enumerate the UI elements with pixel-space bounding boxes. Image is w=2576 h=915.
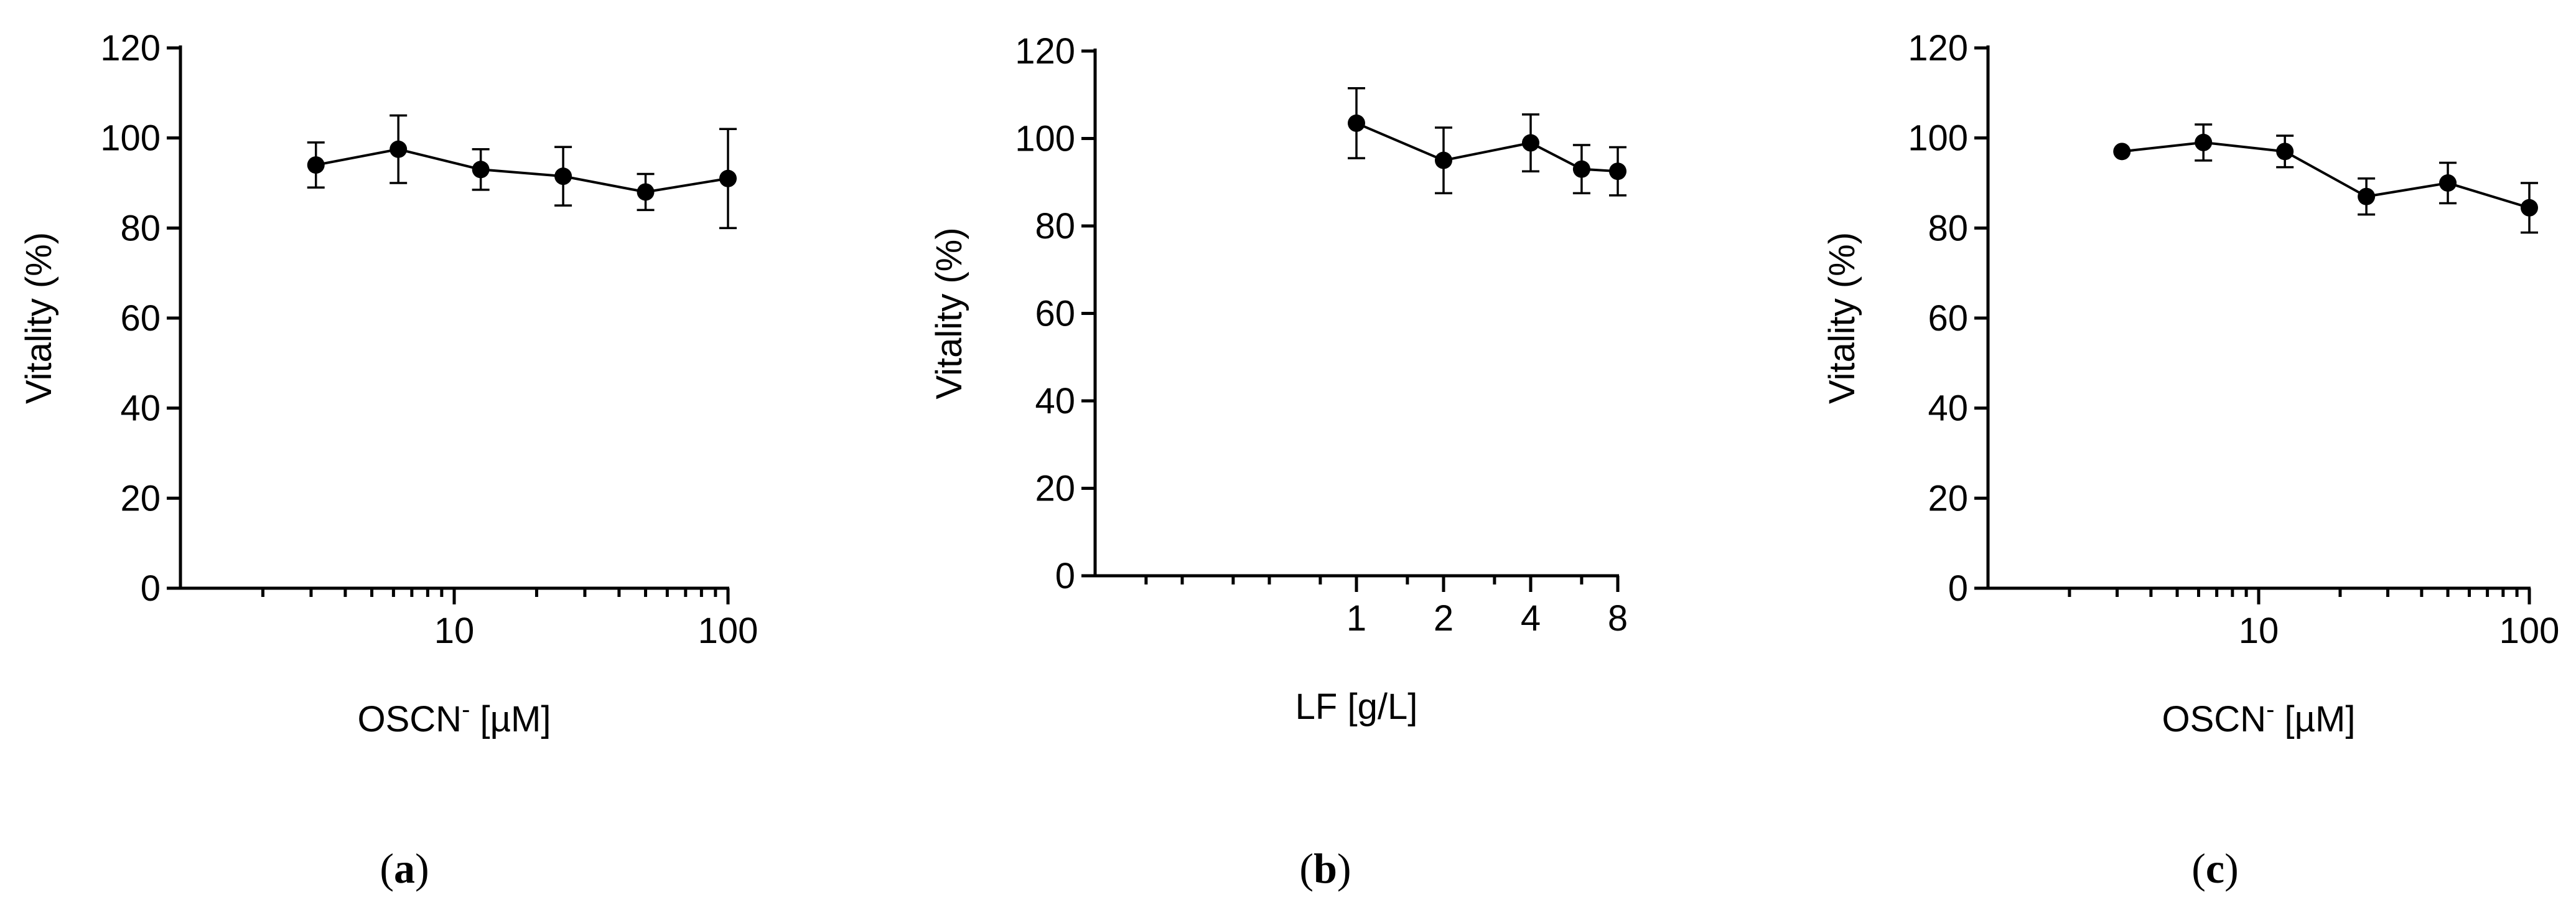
panel-label-letter: b (1314, 845, 1337, 892)
y-axis-title: Vitality (%) (1822, 232, 1862, 404)
y-tick-label: 80 (1928, 208, 1968, 248)
data-point (719, 169, 737, 187)
x-tick-label: 100 (2499, 611, 2560, 651)
x-axis-title-main: OSCN (358, 699, 462, 739)
x-tick-label: 10 (434, 611, 475, 651)
y-tick-label: 40 (1035, 381, 1075, 421)
panel-label: (a) (380, 845, 429, 892)
x-tick-label: 8 (1608, 598, 1628, 639)
y-tick-label: 100 (100, 118, 161, 159)
x-tick-label: 100 (698, 611, 758, 651)
y-tick-label: 120 (1908, 28, 1968, 68)
data-point (307, 156, 325, 174)
data-point (2276, 143, 2294, 161)
series-line (2122, 141, 2530, 209)
y-axis-title: Vitality (%) (19, 232, 59, 404)
panel-label: (c) (2191, 845, 2239, 892)
panel-label-letter: c (2206, 845, 2224, 892)
y-tick-label: 40 (1928, 388, 1968, 429)
x-axis-title-superscript: - (462, 696, 470, 723)
x-tick-label: 4 (1521, 598, 1541, 639)
panel-label-letter: a (394, 845, 415, 892)
panel-label-open-paren: ( (380, 845, 394, 892)
data-point (1348, 114, 1365, 132)
x-axis-title-unit: [µM] (470, 699, 551, 739)
x-tick-label: 10 (2239, 611, 2279, 651)
y-axis-title: Vitality (%) (929, 227, 969, 399)
y-tick-label: 100 (1015, 119, 1075, 159)
x-tick-label: 1 (1346, 598, 1366, 639)
panel-label: (b) (1299, 845, 1351, 892)
data-point (1522, 134, 1539, 152)
panel-c: 0 20 40 60 80 100 120 10 100 Vitality (%) OSCN- [µ… (1822, 28, 2559, 892)
x-axis-title-unit: [µM] (2274, 699, 2355, 739)
y-tick-label: 20 (120, 478, 161, 518)
panel-label-close-paren: ) (1337, 845, 1351, 892)
panel-label-open-paren: ( (1299, 845, 1314, 892)
panel-label-close-paren: ) (415, 845, 429, 892)
data-point (2439, 174, 2457, 192)
data-point (2521, 199, 2538, 217)
x-tick-label: 2 (1434, 598, 1454, 639)
data-point (554, 167, 572, 185)
x-axis-title-main: OSCN (2162, 699, 2267, 739)
x-axis-title-main: LF [g/L] (1295, 687, 1418, 727)
x-axis-title-superscript: - (2266, 696, 2274, 723)
series-line (315, 148, 729, 194)
panel-label-close-paren: ) (2224, 845, 2239, 892)
x-axis-title: LF [g/L] (1295, 687, 1418, 727)
y-tick-label: 120 (1015, 31, 1075, 72)
data-point (472, 161, 490, 179)
data-point (2113, 143, 2131, 161)
y-tick-label: 60 (1928, 298, 1968, 339)
panel-b: 0 20 40 60 80 100 120 1 2 4 8 Vitality (%) LF [g/L] (… (929, 31, 1628, 892)
y-tick-label: 20 (1928, 478, 1968, 518)
data-point (637, 183, 655, 201)
y-tick-label: 100 (1908, 118, 1968, 159)
y-tick-label: 0 (141, 568, 161, 609)
panel-label-open-paren: ( (2191, 845, 2206, 892)
y-tick-label: 0 (1948, 568, 1968, 609)
y-tick-label: 60 (1035, 294, 1075, 334)
x-axis-title: OSCN- [µM] (358, 696, 551, 739)
data-point (390, 140, 408, 158)
x-axis-title: OSCN- [µM] (2162, 696, 2356, 739)
panel-a: 0 20 40 60 80 100 120 10 100 Vitality (%) OSCN- [µ… (19, 28, 758, 892)
y-tick-label: 40 (120, 388, 161, 429)
y-tick-label: 0 (1055, 556, 1075, 596)
data-point (1435, 151, 1452, 169)
y-tick-label: 120 (100, 28, 161, 68)
data-point (2358, 187, 2376, 205)
data-point (2195, 133, 2213, 151)
y-tick-label: 20 (1035, 469, 1075, 509)
data-point (1572, 160, 1590, 178)
data-point (1609, 162, 1626, 181)
y-tick-label: 80 (1035, 206, 1075, 246)
y-tick-label: 80 (120, 208, 161, 248)
y-tick-label: 60 (120, 298, 161, 339)
